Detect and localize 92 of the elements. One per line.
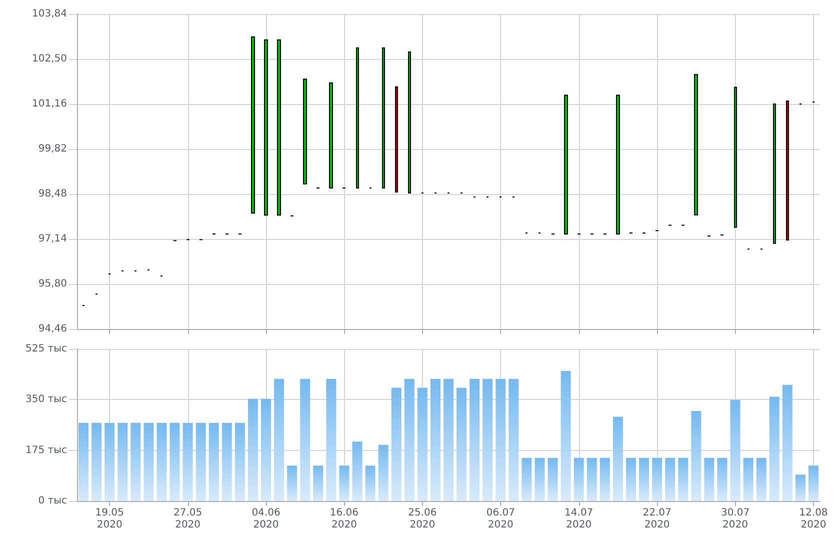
x-tick-label: 16.06 2020 — [330, 508, 359, 530]
bar — [496, 378, 506, 501]
bar — [261, 398, 272, 501]
x-tick-label: 12.08 2020 — [799, 508, 828, 530]
candlestick — [382, 47, 385, 188]
bar — [652, 458, 662, 501]
x-tick-label: 30.07 2020 — [720, 508, 750, 530]
x-tick-label: 27.05 2020 — [173, 508, 202, 530]
bar — [612, 416, 623, 501]
y-tick-label: 175 тыс — [26, 444, 67, 456]
y-tick-label: 95,80 — [38, 278, 67, 290]
bar — [808, 466, 818, 501]
candlestick — [277, 39, 281, 216]
bar — [470, 378, 480, 501]
x-tick-label: 06.07 2020 — [486, 508, 515, 530]
bar — [92, 422, 102, 501]
bar — [326, 378, 336, 501]
bar — [704, 458, 714, 501]
x-tick-label: 22.07 2020 — [642, 508, 672, 530]
y-tick-label: 350 тыс — [26, 394, 67, 406]
bar — [300, 378, 310, 501]
bar — [234, 422, 245, 501]
bar — [730, 400, 740, 501]
bar — [691, 410, 702, 501]
y-tick-label: 98,48 — [38, 188, 67, 200]
bar — [717, 458, 728, 501]
bar — [430, 378, 440, 501]
x-tick-label: 25.06 2020 — [408, 508, 437, 530]
bar — [339, 466, 350, 501]
bar — [391, 388, 402, 501]
bar — [365, 466, 376, 501]
bar — [104, 422, 115, 501]
candlestick — [564, 94, 568, 234]
bar — [626, 458, 636, 501]
bar — [665, 458, 676, 501]
bar — [560, 371, 571, 501]
bar — [743, 458, 754, 501]
bar — [444, 378, 454, 501]
candlestick — [251, 36, 255, 214]
x-tick-label: 04.06 2020 — [252, 508, 280, 530]
bar — [756, 458, 766, 501]
bar — [118, 422, 128, 501]
candlestick — [786, 100, 789, 241]
y-tick-label: 99,82 — [38, 144, 67, 154]
bar — [222, 422, 232, 501]
y-tick-label: 97,14 — [38, 234, 67, 244]
bar — [274, 378, 284, 501]
bar — [534, 458, 545, 501]
candlestick — [408, 51, 411, 194]
bar — [196, 422, 206, 501]
y-tick-label: 525 тыс — [26, 344, 67, 354]
bar — [404, 378, 414, 501]
bar — [378, 444, 388, 501]
bar — [482, 378, 493, 501]
bar — [782, 384, 792, 501]
candlestick — [694, 74, 698, 216]
bar — [417, 388, 428, 501]
bar — [456, 388, 467, 501]
bar — [548, 458, 558, 501]
x-tick-label: 14.07 2020 — [564, 508, 594, 530]
bar — [639, 458, 650, 501]
bar — [208, 422, 219, 501]
candlestick — [329, 82, 333, 188]
bar — [170, 422, 180, 501]
candlestick — [395, 86, 398, 192]
y-tick-label: 0 тыс — [38, 496, 67, 506]
bar — [678, 458, 688, 501]
bar — [182, 422, 193, 501]
candlestick — [773, 104, 776, 244]
bar — [130, 422, 141, 501]
y-tick-label: 101,16 — [32, 98, 67, 110]
bar — [795, 474, 806, 501]
bar — [586, 458, 597, 501]
bar — [352, 442, 362, 501]
candlestick — [303, 78, 307, 184]
candlestick — [616, 94, 620, 234]
bar — [248, 398, 258, 501]
bar — [508, 378, 519, 501]
bar — [600, 458, 610, 501]
bar — [78, 422, 89, 501]
bar — [313, 466, 324, 501]
bar — [522, 458, 532, 501]
bar — [156, 422, 167, 501]
bar — [574, 458, 584, 501]
y-tick-label: 94,46 — [38, 324, 67, 334]
candlestick — [356, 47, 359, 188]
bar — [287, 466, 298, 501]
x-tick-label: 19.05 2020 — [95, 508, 124, 530]
y-tick-label: 102,50 — [32, 54, 67, 64]
y-tick-label: 103,84 — [32, 8, 67, 20]
bar — [769, 396, 780, 501]
bar — [144, 422, 154, 501]
